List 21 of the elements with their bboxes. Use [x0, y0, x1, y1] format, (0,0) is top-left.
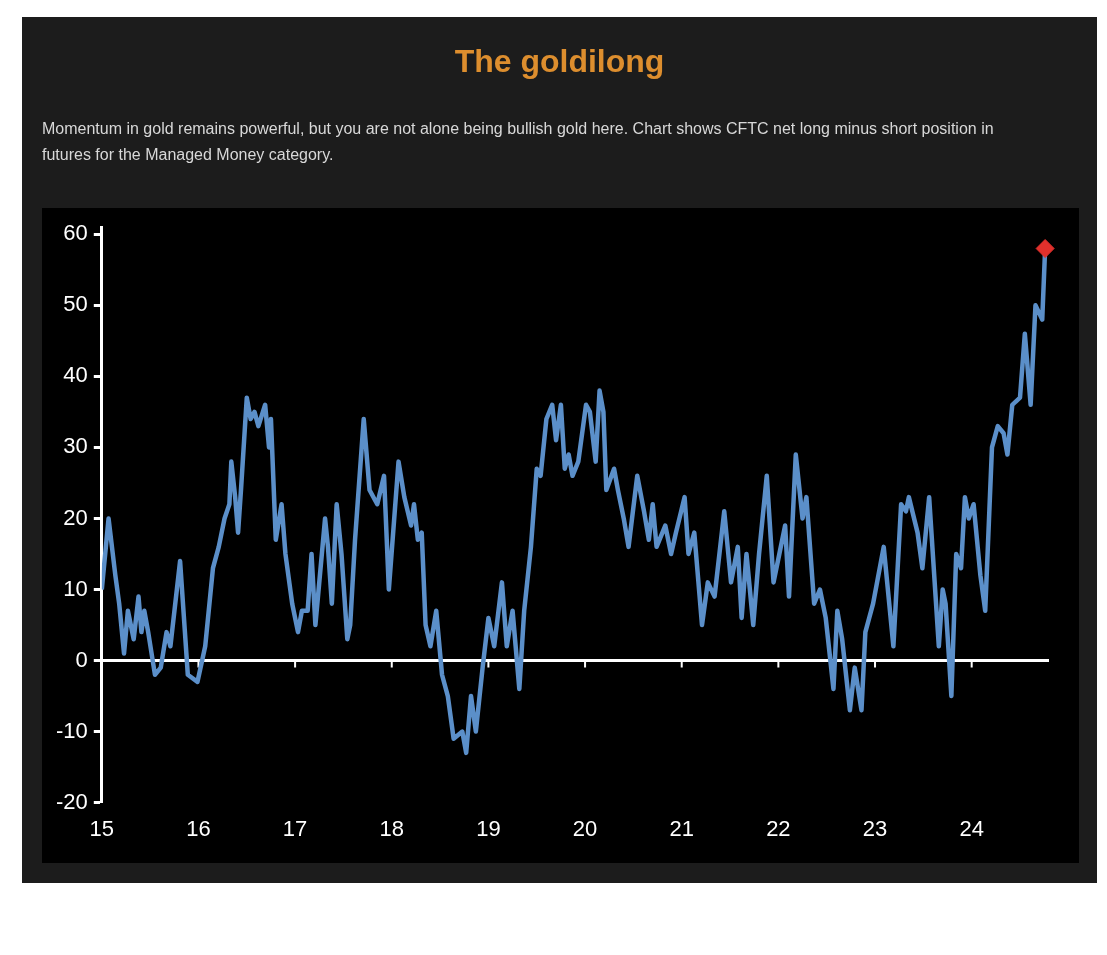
x-tick-label: 16 — [186, 815, 211, 841]
chart-subtitle: Momentum in gold remains powerful, but you are not alone being bullish gold here. Chart shows CFTC net long minus short position in futures for the Managed Money category. — [42, 119, 995, 165]
y-tick-label: 40 — [63, 362, 88, 388]
x-tick-label: 17 — [282, 815, 308, 841]
x-tick-label: 23 — [862, 815, 888, 841]
y-tick-label: -20 — [56, 788, 88, 814]
y-tick-label: -10 — [56, 717, 88, 743]
y-tick-label: 30 — [63, 433, 88, 459]
y-tick-label: 0 — [75, 646, 88, 672]
x-tick-label: 24 — [959, 815, 984, 841]
y-tick-label: 10 — [63, 575, 88, 601]
x-tick-label: 19 — [476, 815, 501, 841]
x-tick-label: 22 — [766, 815, 791, 841]
y-tick-label: 60 — [63, 220, 88, 246]
chart-title: The goldilong — [453, 43, 666, 80]
y-tick-label: 50 — [63, 291, 88, 317]
y-tick-label: 20 — [63, 504, 88, 530]
x-tick-label: 21 — [669, 815, 694, 841]
x-tick-label: 20 — [572, 815, 598, 841]
x-tick-label: 18 — [379, 815, 404, 841]
x-tick-label: 15 — [89, 815, 115, 841]
